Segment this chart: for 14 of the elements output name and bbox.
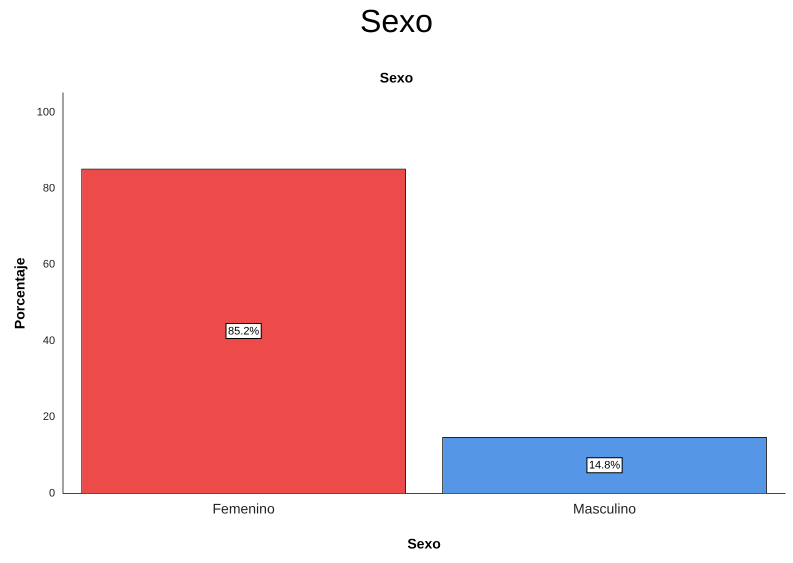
data-label: 14.8% xyxy=(588,460,620,472)
y-tick-label: 80 xyxy=(42,182,56,195)
chart-title: Sexo xyxy=(360,3,433,40)
y-tick-label: 60 xyxy=(42,258,56,271)
x-tick-label: Masculino xyxy=(573,500,636,517)
x-tick-label: Femenino xyxy=(212,500,275,517)
y-tick-label: 40 xyxy=(42,334,56,347)
y-tick-label: 100 xyxy=(36,106,56,118)
x-axis-title: Sexo xyxy=(407,535,441,552)
y-tick-label: 0 xyxy=(49,487,56,500)
data-label: 85.2% xyxy=(228,326,260,338)
chart-subtitle: Sexo xyxy=(380,70,414,86)
y-tick-label: 20 xyxy=(42,411,56,424)
y-axis-title: Porcentaje xyxy=(11,257,28,330)
